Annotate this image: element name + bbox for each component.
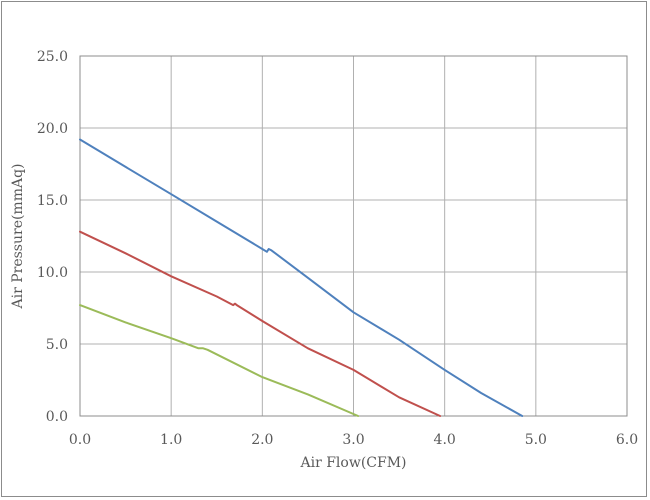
tick-labels: 0.0 5.0 10.0 15.0 20.0 25.0 0.0 1.0 2.0 3.0 4.0 5.0… bbox=[37, 49, 638, 448]
plot-area-border bbox=[79, 55, 628, 417]
y-axis-title: Air Pressure(mmAq) bbox=[10, 163, 26, 309]
series-layer bbox=[79, 138, 524, 417]
series-line-1 bbox=[79, 138, 524, 417]
grid bbox=[79, 55, 628, 417]
y-tick-label: 10.0 bbox=[37, 265, 68, 281]
x-tick-label: 5.0 bbox=[525, 432, 547, 448]
y-tick-label: 15.0 bbox=[37, 193, 68, 209]
x-tick-label: 3.0 bbox=[342, 432, 364, 448]
y-tick-label: 25.0 bbox=[37, 49, 68, 65]
series-line-3 bbox=[79, 304, 360, 417]
y-tick-label: 5.0 bbox=[46, 337, 68, 353]
y-tick-label: 20.0 bbox=[37, 121, 68, 137]
series-line-2 bbox=[79, 230, 442, 417]
x-tick-label: 0.0 bbox=[69, 432, 91, 448]
x-tick-label: 4.0 bbox=[434, 432, 456, 448]
x-tick-label: 2.0 bbox=[251, 432, 273, 448]
x-tick-label: 1.0 bbox=[160, 432, 182, 448]
x-axis-title: Air Flow(CFM) bbox=[299, 455, 406, 471]
x-tick-label: 6.0 bbox=[616, 432, 638, 448]
y-tick-label: 0.0 bbox=[46, 409, 68, 425]
